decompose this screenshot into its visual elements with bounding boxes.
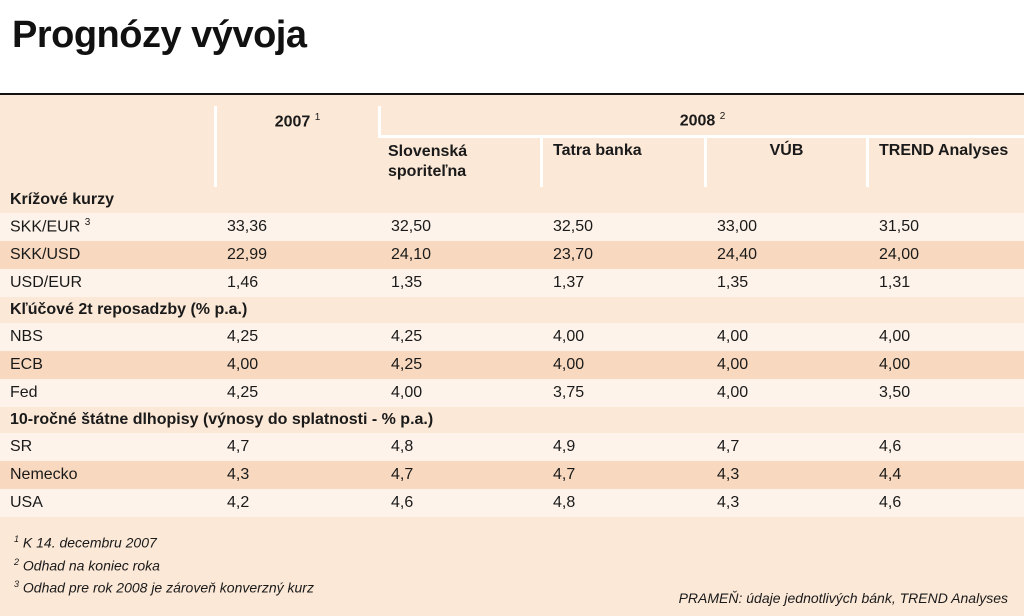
table-row: Nemecko 4,3 4,7 4,7 4,3 4,4 <box>0 461 1024 489</box>
value-cell: 4,00 <box>704 323 866 351</box>
value-cell: 1,35 <box>704 269 866 297</box>
value-cell: 1,37 <box>540 269 704 297</box>
header-bank-trend: TREND Analyses <box>866 138 1024 187</box>
value-cell: 32,50 <box>540 213 704 241</box>
forecast-table: 2007 1 2008 2 Slovenská sporiteľna Tatra… <box>0 106 1024 517</box>
header-row-banks: Slovenská sporiteľna Tatra banka VÚB TRE… <box>0 138 1024 187</box>
value-cell: 4,00 <box>540 323 704 351</box>
table-row: NBS 4,25 4,25 4,00 4,00 4,00 <box>0 323 1024 351</box>
value-cell: 1,46 <box>214 269 378 297</box>
value-cell: 4,00 <box>704 351 866 379</box>
row-label: USD/EUR <box>0 269 214 297</box>
table-row: Fed 4,25 4,00 3,75 4,00 3,50 <box>0 379 1024 407</box>
value-cell: 4,3 <box>704 461 866 489</box>
value-cell: 4,2 <box>214 489 378 517</box>
value-cell: 3,75 <box>540 379 704 407</box>
header-year-2007: 2007 1 <box>214 106 378 187</box>
value-cell: 4,3 <box>214 461 378 489</box>
value-cell: 4,7 <box>378 461 540 489</box>
table-row: ECB 4,00 4,25 4,00 4,00 4,00 <box>0 351 1024 379</box>
header-empty-cell <box>0 106 214 187</box>
value-cell: 4,8 <box>540 489 704 517</box>
header-year-2008: 2008 2 <box>378 106 1024 138</box>
row-label: ECB <box>0 351 214 379</box>
table-row: USD/EUR 1,46 1,35 1,37 1,35 1,31 <box>0 269 1024 297</box>
header-bank-vub: VÚB <box>704 138 866 187</box>
value-cell: 24,10 <box>378 241 540 269</box>
section-header-row: Kľúčové 2t reposadzby (% p.a.) <box>0 297 1024 323</box>
value-cell: 4,6 <box>378 489 540 517</box>
row-label: SKK/USD <box>0 241 214 269</box>
value-cell: 33,36 <box>214 213 378 241</box>
footnote-2: 2 Odhad na koniec roka <box>14 556 160 574</box>
value-cell: 33,00 <box>704 213 866 241</box>
year-2007-note: 1 <box>314 112 321 123</box>
source-note: PRAMEŇ: údaje jednotlivých bánk, TREND A… <box>678 590 1008 606</box>
value-cell: 31,50 <box>866 213 1024 241</box>
table-row: USA 4,2 4,6 4,8 4,3 4,6 <box>0 489 1024 517</box>
section-label: Kľúčové 2t reposadzby (% p.a.) <box>0 297 1024 323</box>
value-cell: 3,50 <box>866 379 1024 407</box>
value-cell: 4,25 <box>214 379 378 407</box>
value-cell: 22,99 <box>214 241 378 269</box>
title-rule <box>0 93 1024 95</box>
year-2007-label: 2007 <box>274 113 311 131</box>
year-2008-note: 2 <box>719 110 726 122</box>
value-cell: 4,00 <box>214 351 378 379</box>
header-bank-tatra: Tatra banka <box>540 138 704 187</box>
value-cell: 4,8 <box>378 433 540 461</box>
value-cell: 1,31 <box>866 269 1024 297</box>
row-label: Fed <box>0 379 214 407</box>
value-cell: 4,00 <box>866 351 1024 379</box>
value-cell: 4,00 <box>540 351 704 379</box>
value-cell: 4,7 <box>704 433 866 461</box>
value-cell: 4,25 <box>378 323 540 351</box>
value-cell: 4,00 <box>378 379 540 407</box>
table-row: SR 4,7 4,8 4,9 4,7 4,6 <box>0 433 1024 461</box>
row-note: 3 <box>84 217 91 229</box>
footnote-1: 1 K 14. decembru 2007 <box>14 534 157 551</box>
page-title: Prognózy vývoja <box>12 14 307 56</box>
row-label: USA <box>0 489 214 517</box>
value-cell: 4,6 <box>866 489 1024 517</box>
value-cell: 24,00 <box>866 241 1024 269</box>
header-bank-slsp: Slovenská sporiteľna <box>378 138 540 187</box>
row-label: Nemecko <box>0 461 214 489</box>
value-cell: 4,25 <box>378 351 540 379</box>
row-label: SR <box>0 433 214 461</box>
value-cell: 4,00 <box>704 379 866 407</box>
header-row-years: 2007 1 2008 2 <box>0 106 1024 187</box>
footnote-3: 3 Odhad pre rok 2008 je zároveň konverzn… <box>14 579 314 596</box>
row-label: SKK/EUR 3 <box>0 213 214 241</box>
section-label: 10-ročné štátne dlhopisy (výnosy do spla… <box>0 407 1024 433</box>
value-cell: 23,70 <box>540 241 704 269</box>
section-header-row: 10-ročné štátne dlhopisy (výnosy do spla… <box>0 407 1024 433</box>
value-cell: 4,3 <box>704 489 866 517</box>
section-label: Krížové kurzy <box>0 187 1024 213</box>
year-2008-label: 2008 <box>679 112 716 130</box>
value-cell: 24,40 <box>704 241 866 269</box>
value-cell: 4,7 <box>214 433 378 461</box>
value-cell: 4,7 <box>540 461 704 489</box>
section-header-row: Krížové kurzy <box>0 187 1024 213</box>
value-cell: 32,50 <box>378 213 540 241</box>
value-cell: 4,00 <box>866 323 1024 351</box>
table-row: SKK/EUR 3 33,36 32,50 32,50 33,00 31,50 <box>0 213 1024 241</box>
value-cell: 4,25 <box>214 323 378 351</box>
footnotes: 1 K 14. decembru 2007 2 Odhad na koniec … <box>14 530 314 598</box>
value-cell: 4,9 <box>540 433 704 461</box>
table-row: SKK/USD 22,99 24,10 23,70 24,40 24,00 <box>0 241 1024 269</box>
row-label: NBS <box>0 323 214 351</box>
value-cell: 4,4 <box>866 461 1024 489</box>
value-cell: 1,35 <box>378 269 540 297</box>
value-cell: 4,6 <box>866 433 1024 461</box>
